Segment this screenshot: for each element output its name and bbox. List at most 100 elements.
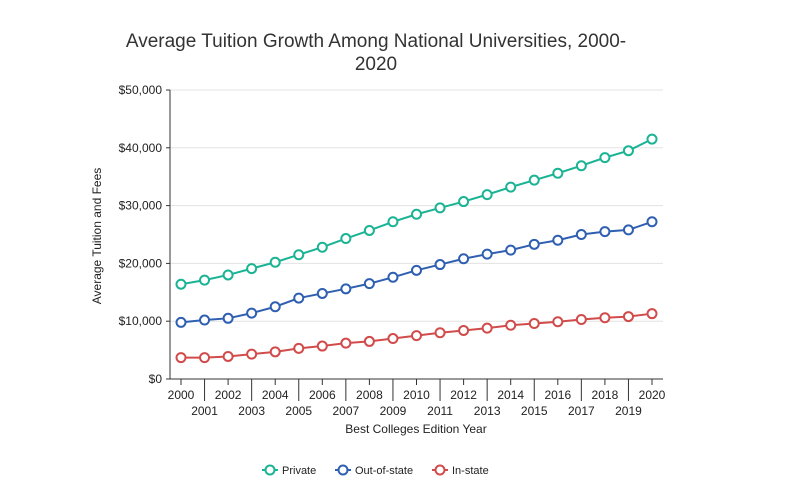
data-point-out-of-state: [246, 307, 258, 319]
data-point-out-of-state: [505, 244, 517, 256]
data-point-private: [363, 224, 375, 236]
legend-label-in-state: In-state: [452, 465, 489, 477]
data-point-out-of-state: [316, 287, 328, 299]
data-point-out-of-state: [363, 278, 375, 290]
legend-label-out-of-state: Out-of-state: [355, 465, 413, 477]
data-point-private: [293, 249, 305, 261]
x-tick-label: 2019: [615, 404, 642, 418]
x-tick-label: 2006: [309, 388, 336, 402]
x-tick-label: 2003: [238, 404, 265, 418]
x-tick-labels: 2000 2001 2002 2003 2004 2005 2006 2007 2008 2009…: [168, 379, 666, 418]
data-point-private: [316, 241, 328, 253]
y-tick-label: $10,000: [119, 314, 163, 328]
data-point-out-of-state: [293, 292, 305, 304]
legend: Private Out-of-state In-state: [262, 464, 489, 477]
data-point-out-of-state: [434, 259, 446, 271]
y-tick-label: $30,000: [119, 199, 163, 213]
data-point-out-of-state: [481, 248, 493, 260]
data-point-in-state: [222, 350, 234, 362]
data-point-out-of-state: [458, 253, 470, 265]
data-point-in-state: [246, 348, 258, 360]
data-point-in-state: [622, 311, 634, 323]
legend-marker-private: [264, 464, 276, 476]
data-point-in-state: [175, 352, 187, 364]
data-point-in-state: [481, 322, 493, 334]
data-point-private: [481, 189, 493, 201]
data-point-in-state: [528, 318, 540, 330]
x-tick-label: 2001: [191, 404, 218, 418]
gridlines: [170, 89, 663, 322]
data-point-out-of-state: [599, 226, 611, 238]
series-lines: [175, 133, 658, 364]
data-point-private: [458, 196, 470, 208]
x-tick-label: 2011: [427, 404, 453, 418]
x-tick-label: 2012: [450, 388, 477, 402]
data-point-private: [552, 167, 564, 179]
data-point-in-state: [340, 337, 352, 349]
y-axis-label: Average Tuition and Fees: [90, 168, 104, 305]
data-point-out-of-state: [199, 314, 211, 326]
chart-title-line-1: Average Tuition Growth Among National Un…: [126, 31, 626, 52]
x-tick-label: 2002: [215, 388, 242, 402]
x-tick-label: 2009: [380, 404, 407, 418]
x-tick-label: 2005: [285, 404, 312, 418]
data-point-in-state: [411, 330, 422, 342]
data-point-private: [434, 202, 446, 214]
x-tick-label: 2015: [521, 404, 548, 418]
data-point-out-of-state: [575, 229, 587, 240]
data-point-in-state: [199, 352, 211, 364]
data-point-in-state: [293, 342, 305, 354]
data-point-private: [411, 208, 422, 220]
data-point-out-of-state: [387, 271, 399, 283]
data-point-out-of-state: [222, 312, 234, 324]
data-point-in-state: [316, 340, 328, 352]
data-point-in-state: [575, 313, 587, 325]
x-tick-label: 2020: [639, 388, 666, 402]
data-point-out-of-state: [269, 301, 281, 313]
data-point-out-of-state: [622, 224, 634, 236]
x-tick-label: 2000: [168, 388, 195, 402]
data-point-out-of-state: [552, 234, 564, 246]
data-point-in-state: [434, 327, 446, 339]
x-tick-label: 2008: [356, 388, 383, 402]
data-point-private: [222, 269, 234, 281]
x-tick-label: 2014: [497, 388, 524, 402]
data-point-in-state: [458, 324, 470, 336]
y-tick-label: $20,000: [119, 256, 163, 270]
x-tick-label: 2018: [592, 388, 619, 402]
data-point-private: [599, 152, 611, 164]
data-point-in-state: [269, 346, 281, 358]
x-tick-label: 2010: [403, 388, 430, 402]
y-tick-label: $0: [149, 372, 163, 386]
data-point-in-state: [552, 316, 564, 328]
legend-marker-in-state: [434, 464, 446, 476]
data-point-private: [269, 256, 281, 268]
data-point-private: [340, 233, 352, 245]
data-point-in-state: [363, 335, 375, 347]
data-point-out-of-state: [340, 283, 352, 295]
y-tick-label: $40,000: [119, 141, 163, 155]
data-point-out-of-state: [411, 264, 422, 276]
x-tick-label: 2017: [568, 404, 595, 418]
data-point-private: [528, 174, 540, 186]
y-tick-labels: $0 $10,000 $20,000 $30,000 $40,000 $50,000: [119, 83, 170, 386]
data-point-in-state: [646, 308, 658, 320]
chart-title-line-2: 2020: [355, 54, 397, 75]
data-point-private: [199, 274, 211, 286]
data-point-private: [387, 216, 399, 228]
data-point-private: [246, 263, 258, 275]
data-point-private: [646, 133, 658, 145]
data-point-out-of-state: [646, 216, 658, 228]
data-point-private: [175, 278, 187, 290]
y-tick-label: $50,000: [119, 83, 163, 97]
data-point-private: [575, 160, 587, 172]
legend-marker-out-of-state: [337, 464, 349, 476]
x-tick-label: 2004: [262, 388, 289, 402]
data-point-private: [505, 181, 517, 193]
data-point-in-state: [387, 333, 399, 345]
x-tick-label: 2016: [544, 388, 571, 402]
data-point-out-of-state: [175, 316, 187, 328]
data-point-private: [622, 145, 634, 157]
x-axis-label: Best Colleges Edition Year: [345, 422, 486, 436]
